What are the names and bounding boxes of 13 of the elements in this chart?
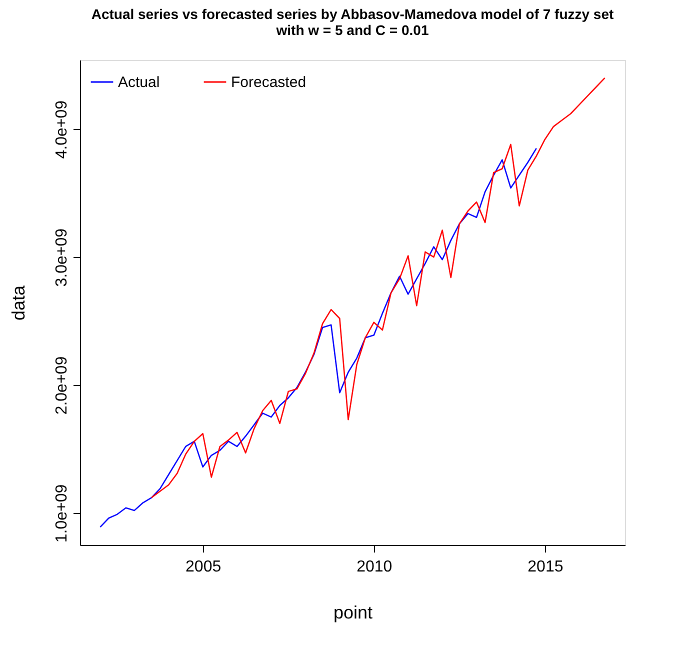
y-tick-label: 1.0e+09: [54, 484, 70, 543]
chart-title: Actual series vs forecasted series by Abbasov-Mamedova model of 7 fuzzy set with w = 5 and C = 0.01: [91, 6, 614, 38]
line-series: [100, 148, 538, 528]
x-tick-label: 2010: [356, 558, 392, 576]
y-tick-label: 3.0e+09: [54, 228, 70, 287]
y-axis-title: data: [8, 284, 28, 321]
x-tick-label: 2005: [186, 558, 222, 576]
x-axis-title: point: [333, 602, 373, 622]
y-tick-label: 4.0e+09: [54, 100, 70, 159]
legend-label: Forecasted: [231, 74, 306, 91]
legend-label: Actual: [118, 74, 160, 91]
x-tick-label: 2015: [528, 558, 564, 576]
y-tick-label: 2.0e+09: [54, 356, 70, 415]
